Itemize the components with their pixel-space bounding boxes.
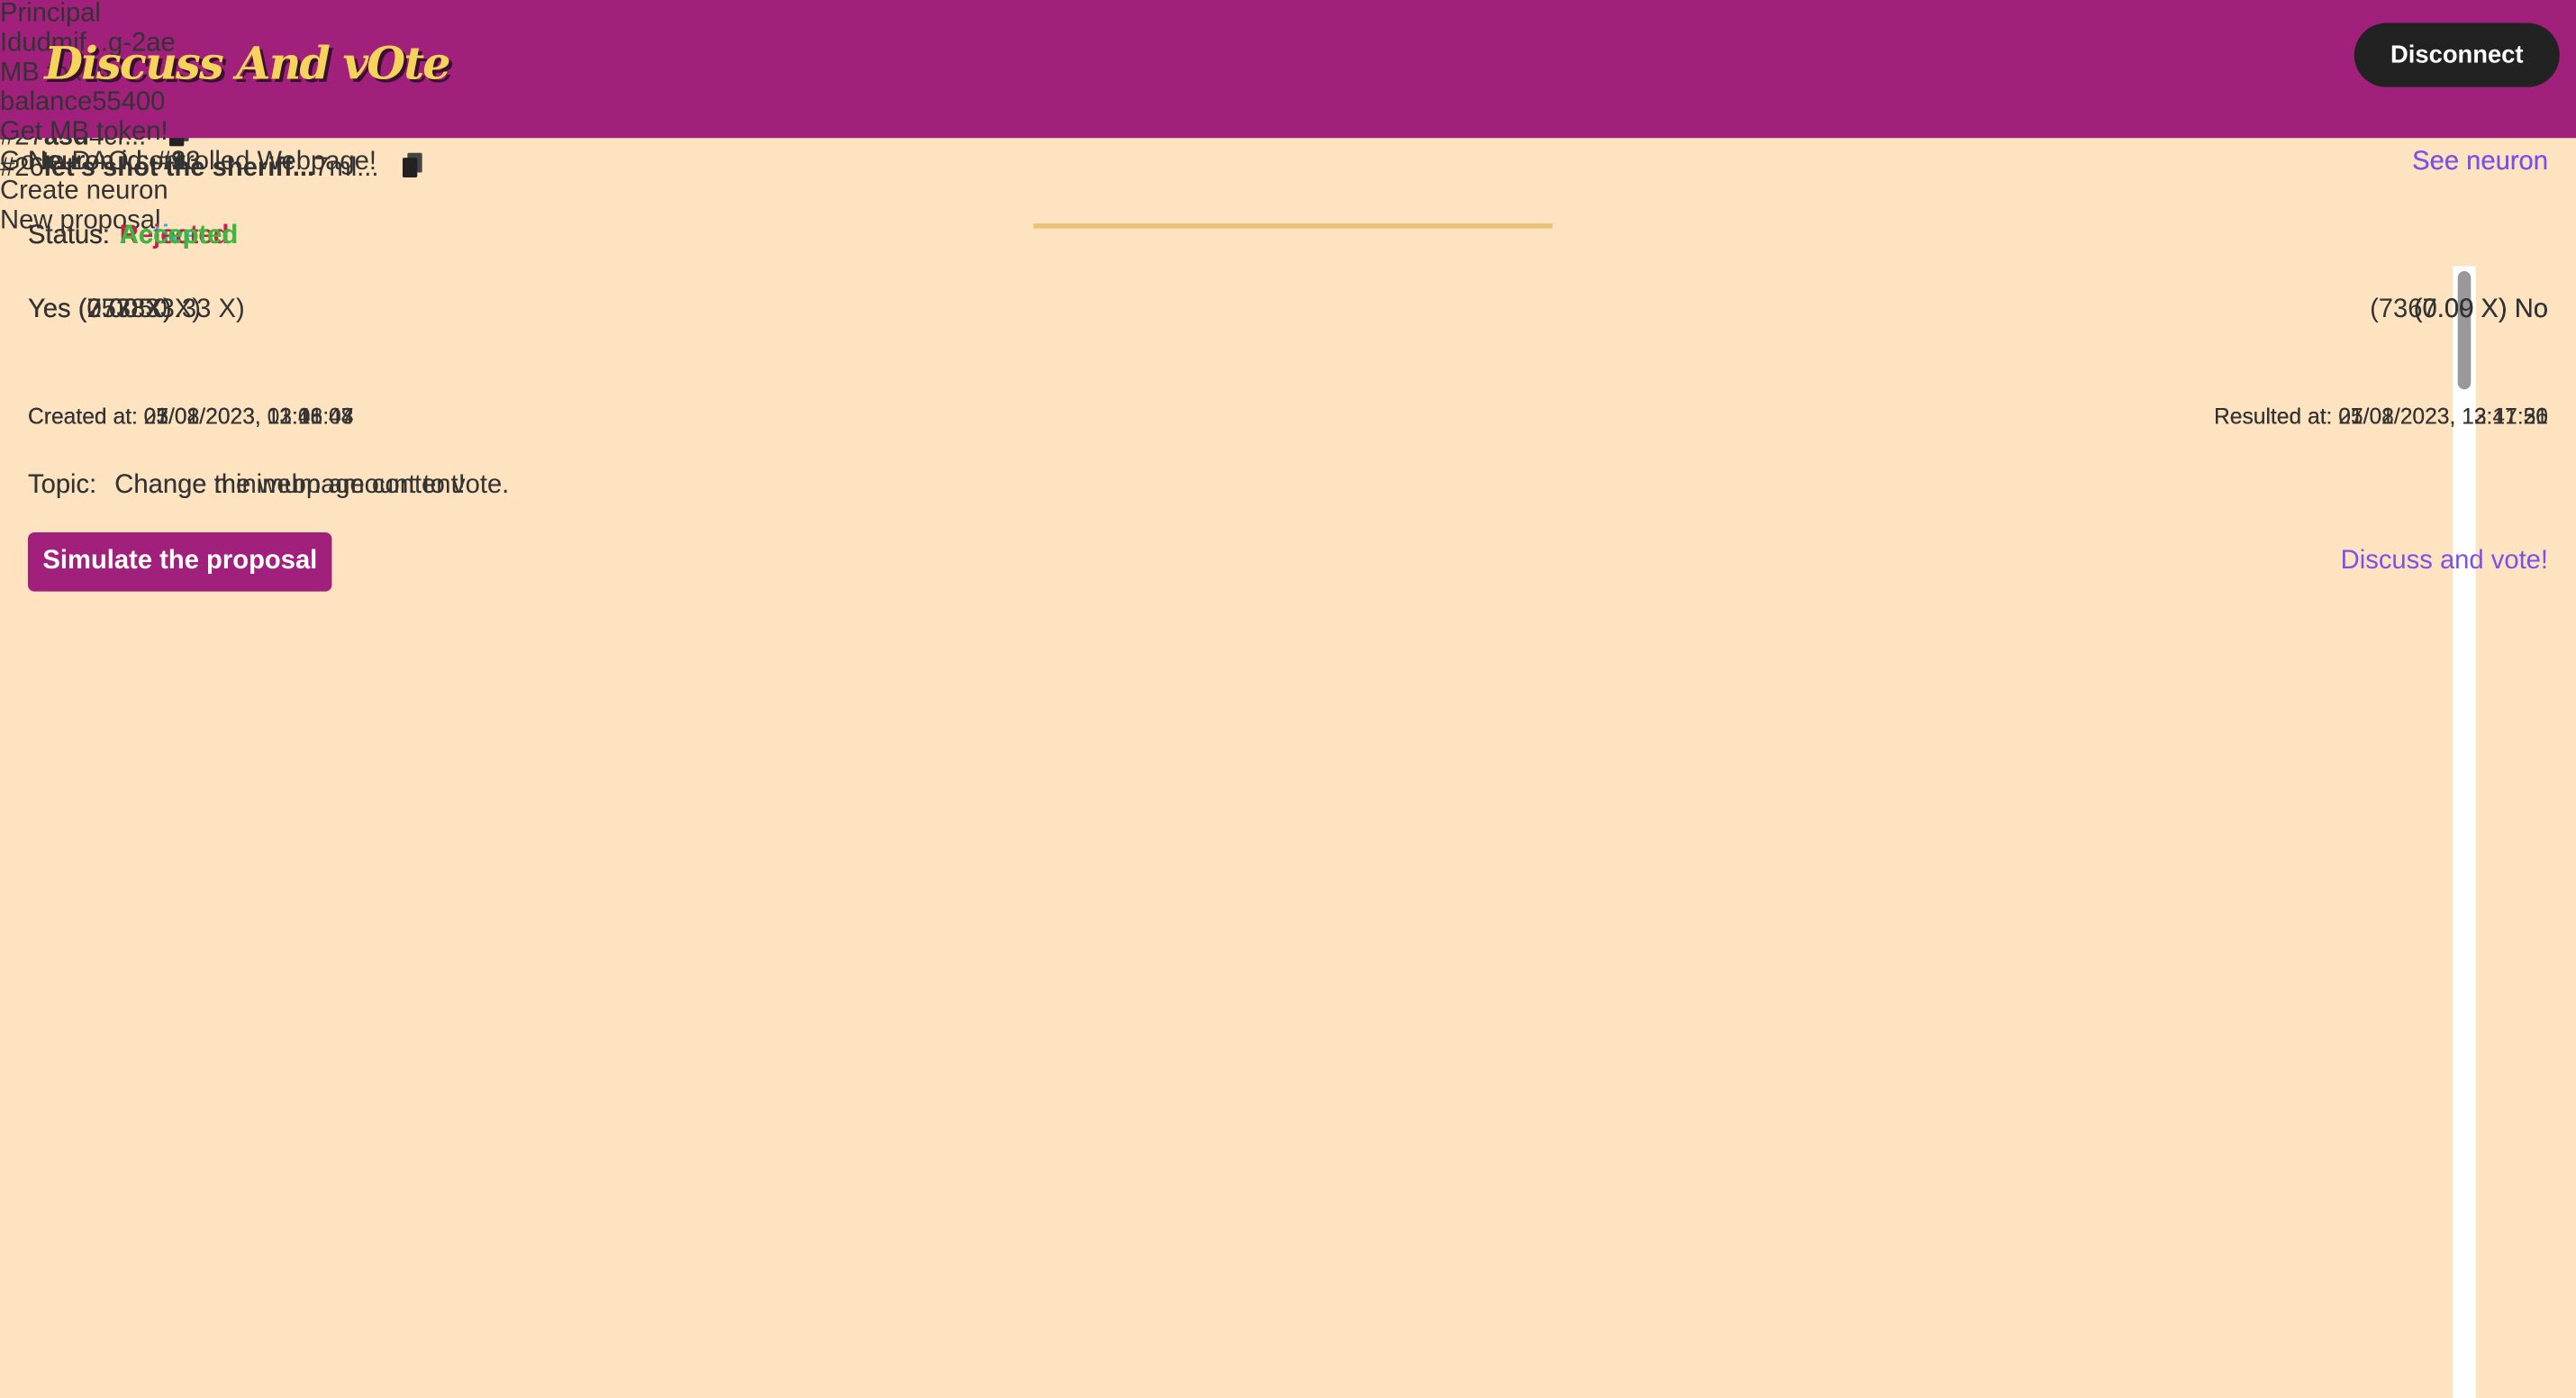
button-text: 55400 — [92, 88, 166, 117]
proposal-id: #26 — [0, 154, 44, 183]
no-label: (0.00 X) No — [2413, 295, 2549, 324]
neuron-id: Neuron id: #3 — [28, 148, 186, 177]
votes-row: Yes (0.00 X) (7367.09 X) No — [28, 295, 2548, 325]
copy-icon[interactable] — [402, 152, 422, 177]
created-at: Created at: 05/02/2023, 12:41:47 — [28, 404, 354, 430]
status-value: Accepted — [119, 222, 239, 250]
status-row: Status: Accepted — [28, 222, 2548, 251]
status-value: Accepted — [119, 222, 239, 250]
neuron-row: Neuron id: #9 See neuron — [28, 148, 2548, 177]
dates-row: Created at: 03/08/2023, 01:08:04 — [28, 404, 2548, 429]
neuron-row: Neuron id: #1 See neuron — [28, 148, 2548, 177]
header-button[interactable]: Go to DAO controlled Webpage! — [0, 148, 378, 177]
status-label: Status: — [28, 222, 110, 250]
resulted-at: Resulted at: 27/01/2023, 13:17:21 — [2213, 404, 2549, 430]
topic-row: Topic: Change the webpage content! — [28, 471, 2548, 501]
header: Discuss And vOte Disconnect Principal Id… — [0, 0, 2576, 235]
status-row: Status: Active — [28, 222, 2548, 251]
button-text: New proposal — [0, 206, 161, 235]
no-label: (7367.09 X) No — [2370, 295, 2549, 324]
votes-row: Yes (257833.33 X) (0.00 X) No — [28, 295, 2548, 325]
topic-label: Topic: — [28, 471, 97, 500]
topic-row: Topic: Change minimum amount to vote. — [28, 471, 2548, 501]
status-value: Active — [119, 222, 199, 250]
status-label: Status: — [28, 222, 110, 250]
neuron-row: Neuron id: #3 See neuron — [28, 148, 2548, 177]
logo[interactable]: Discuss And vOte — [44, 39, 450, 91]
header-button[interactable]: Principal Idudmjf...g-2ae — [0, 0, 204, 59]
card-header: #26let's shot the sheriff...7ml... — [0, 152, 2576, 185]
see-neuron-link[interactable]: See neuron — [2412, 148, 2549, 177]
proposal-card: #26let's shot the sheriff...7ml... Neuron… — [0, 148, 2576, 429]
yes-label: Yes (0.00 X) — [28, 295, 172, 324]
votes-row: Yes (0.00 X) (0.00 X) No — [28, 295, 2548, 325]
yes-label: Yes (257833.33 X) — [28, 295, 245, 324]
discuss-link[interactable]: Discuss and vote! — [2340, 547, 2549, 576]
topic-label: Topic: — [28, 471, 97, 500]
disconnect-button[interactable]: Disconnect — [2354, 23, 2560, 87]
button-text: udmjf...g-2ae — [22, 29, 176, 58]
scrollbar-thumb[interactable] — [2457, 270, 2472, 390]
created-at: Created at: 27/01/2023, 13:16:43 — [28, 404, 354, 430]
neuron-id: Neuron id: #13 — [28, 148, 201, 177]
status-label: Status: — [28, 222, 110, 250]
scrollbar — [2453, 266, 2476, 1398]
header-button[interactable]: New proposal — [0, 207, 182, 237]
see-neuron-link[interactable]: See neuron — [2412, 148, 2549, 177]
neuron-row: Neuron id: #13 See neuron — [28, 148, 2548, 177]
no-label: (0.00 X) No — [2413, 295, 2549, 324]
proposal-title: let's shot the sheriff... — [43, 154, 315, 183]
header-button[interactable]: Get MB token! — [0, 118, 186, 148]
button-text: Create neuron — [0, 177, 168, 205]
button-text: Go to DAO controlled Webpage! — [0, 148, 377, 177]
tab-underline — [1033, 223, 1553, 229]
neuron-id: Neuron id: #1 — [28, 148, 186, 177]
dates-row: Created at: 01/08/2023, 13:16:08 Resulted… — [28, 404, 2548, 429]
status-row: Status: Rejected — [28, 222, 2548, 251]
owner: 7ml... — [314, 152, 431, 183]
actions-row: Simulate the proposal Discuss and vote! — [28, 531, 2548, 593]
created-at: Created at: 03/08/2023, 01:08:04 — [28, 404, 354, 430]
simulate-button[interactable]: Simulate the proposal — [28, 531, 332, 592]
button-text: Principal Id — [0, 0, 101, 58]
status-label: Status: — [28, 222, 110, 250]
dates-row: Created at: 05/02/2023, 12:41:47 Resulted… — [28, 404, 2548, 429]
header-button[interactable]: MB token balance55400 — [0, 59, 227, 119]
header-button[interactable]: Create neuron — [0, 177, 189, 207]
status-row: Status: Accepted — [28, 222, 2548, 251]
created-at: Created at: 01/08/2023, 13:16:08 — [28, 404, 354, 430]
button-text: MB token balance — [0, 59, 112, 117]
see-neuron-link[interactable]: See neuron — [2412, 148, 2549, 177]
votes-row: Yes (773.50 X) (0.00 X) No — [28, 295, 2548, 325]
yes-label: Yes (773.50 X) — [28, 295, 202, 324]
see-neuron-link[interactable]: See neuron — [2412, 148, 2549, 177]
resulted-at: Resulted at: 01/08/2023, 13:17:30 — [2213, 404, 2549, 430]
topic: Change the webpage content! — [114, 471, 466, 500]
neuron-id: Neuron id: #9 — [28, 148, 186, 177]
yes-label: Yes (0.00 X) — [28, 295, 172, 324]
status-value: Rejected — [119, 222, 230, 250]
button-text: Get MB token! — [0, 118, 168, 147]
no-label: (0.00 X) No — [2413, 295, 2549, 324]
dates-row: Created at: 27/01/2023, 13:16:43 Resulted… — [28, 404, 2548, 429]
owner-id: 7ml... — [314, 154, 379, 183]
topic: Change minimum amount to vote. — [114, 471, 510, 500]
resulted-at: Resulted at: 05/02/2023, 12:41:56 — [2213, 404, 2549, 430]
